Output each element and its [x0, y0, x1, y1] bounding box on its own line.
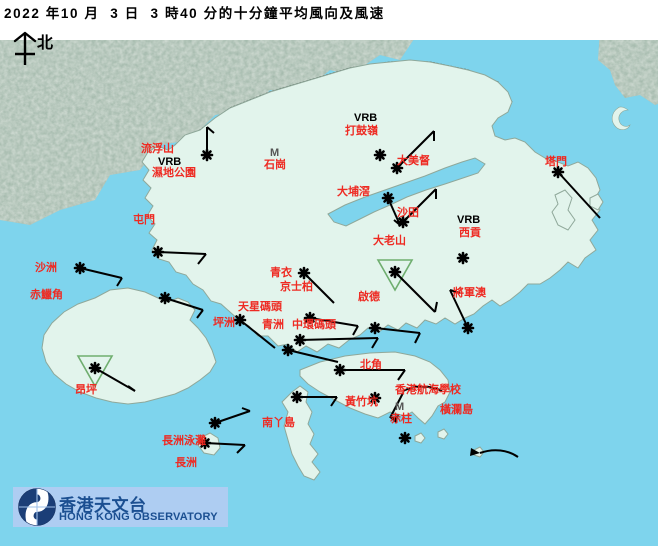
svg-text:北: 北	[37, 34, 53, 52]
